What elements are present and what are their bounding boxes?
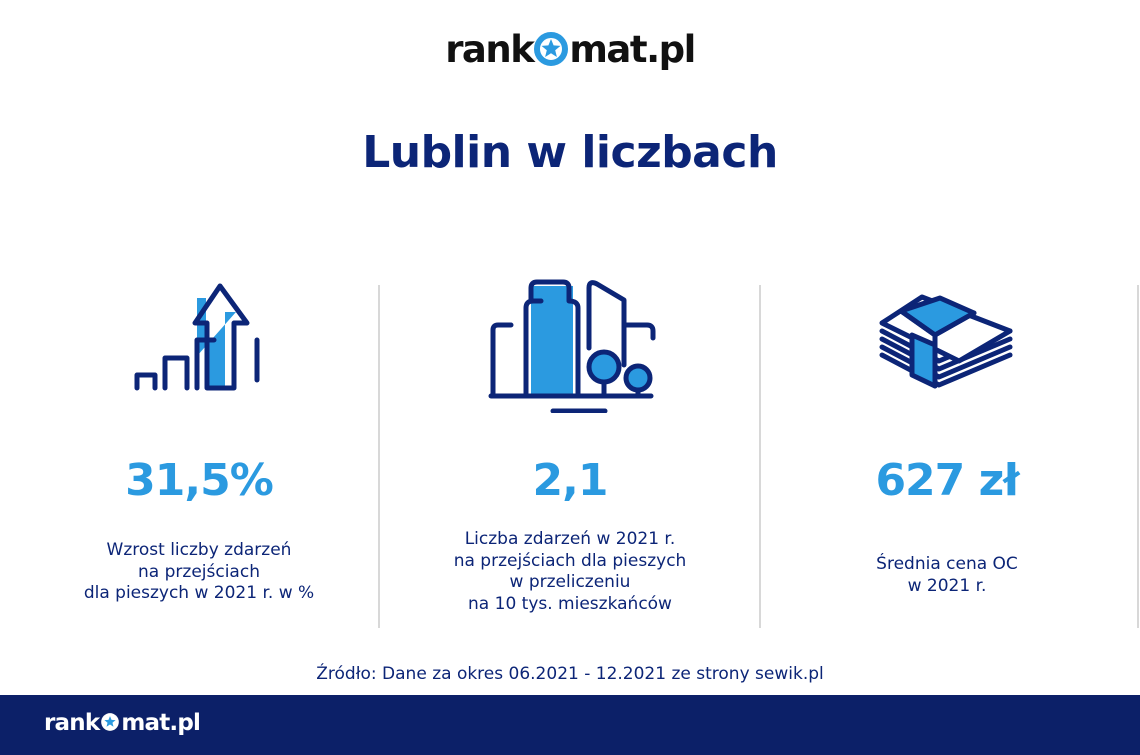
desc-line: Liczba zdarzeń w 2021 r. [464, 529, 676, 549]
stat-value: 2,1 [532, 455, 609, 506]
star-logo-icon [533, 30, 569, 74]
stat-value: 31,5% [125, 455, 274, 506]
stat-card-oc-price: 627 zł Średnia cena OC w 2021 r. [757, 265, 1137, 596]
desc-line: Wzrost liczby zdarzeń [106, 540, 292, 560]
stat-card-growth: 31,5% Wzrost liczby zdarzeń na przejścia… [9, 265, 389, 603]
logo-text-left: rank [445, 28, 535, 71]
column-divider [1137, 285, 1139, 628]
desc-line: na 10 tys. mieszkańców [468, 593, 672, 614]
footer-logo: rank mat.pl [44, 708, 201, 739]
footer-bar: rank mat.pl [0, 695, 1140, 755]
logo-text-right: mat.pl [569, 28, 696, 71]
star-logo-icon [99, 709, 121, 739]
desc-line: na przejściach [138, 561, 260, 582]
logo-text-right: mat.pl [121, 710, 201, 736]
money-stack-icon [757, 265, 1137, 415]
desc-line: w przeliczeniu [509, 572, 631, 592]
rankomat-logo: rank mat.pl [0, 28, 1140, 74]
column-divider [378, 285, 380, 628]
column-divider [759, 285, 761, 628]
logo-text-left: rank [44, 710, 100, 736]
growth-arrow-chart-icon [9, 265, 389, 415]
stat-description: Liczba zdarzeń w 2021 r. na przejściach … [380, 529, 760, 615]
stat-value: 627 zł [875, 455, 1019, 506]
city-buildings-icon [380, 265, 760, 415]
desc-line: dla pieszych w 2021 r. w % [83, 583, 315, 603]
stat-description: Średnia cena OC w 2021 r. [757, 554, 1137, 597]
page-title: Lublin w liczbach [362, 127, 778, 178]
stat-card-accidents: 2,1 Liczba zdarzeń w 2021 r. na przejści… [380, 265, 760, 614]
desc-line: Średnia cena OC [876, 554, 1018, 574]
desc-line: w 2021 r. [907, 575, 987, 596]
source-note: Źródło: Dane za okres 06.2021 - 12.2021 … [316, 664, 824, 684]
desc-line: na przejściach dla pieszych [453, 550, 687, 571]
stat-description: Wzrost liczby zdarzeń na przejściach dla… [9, 540, 389, 605]
